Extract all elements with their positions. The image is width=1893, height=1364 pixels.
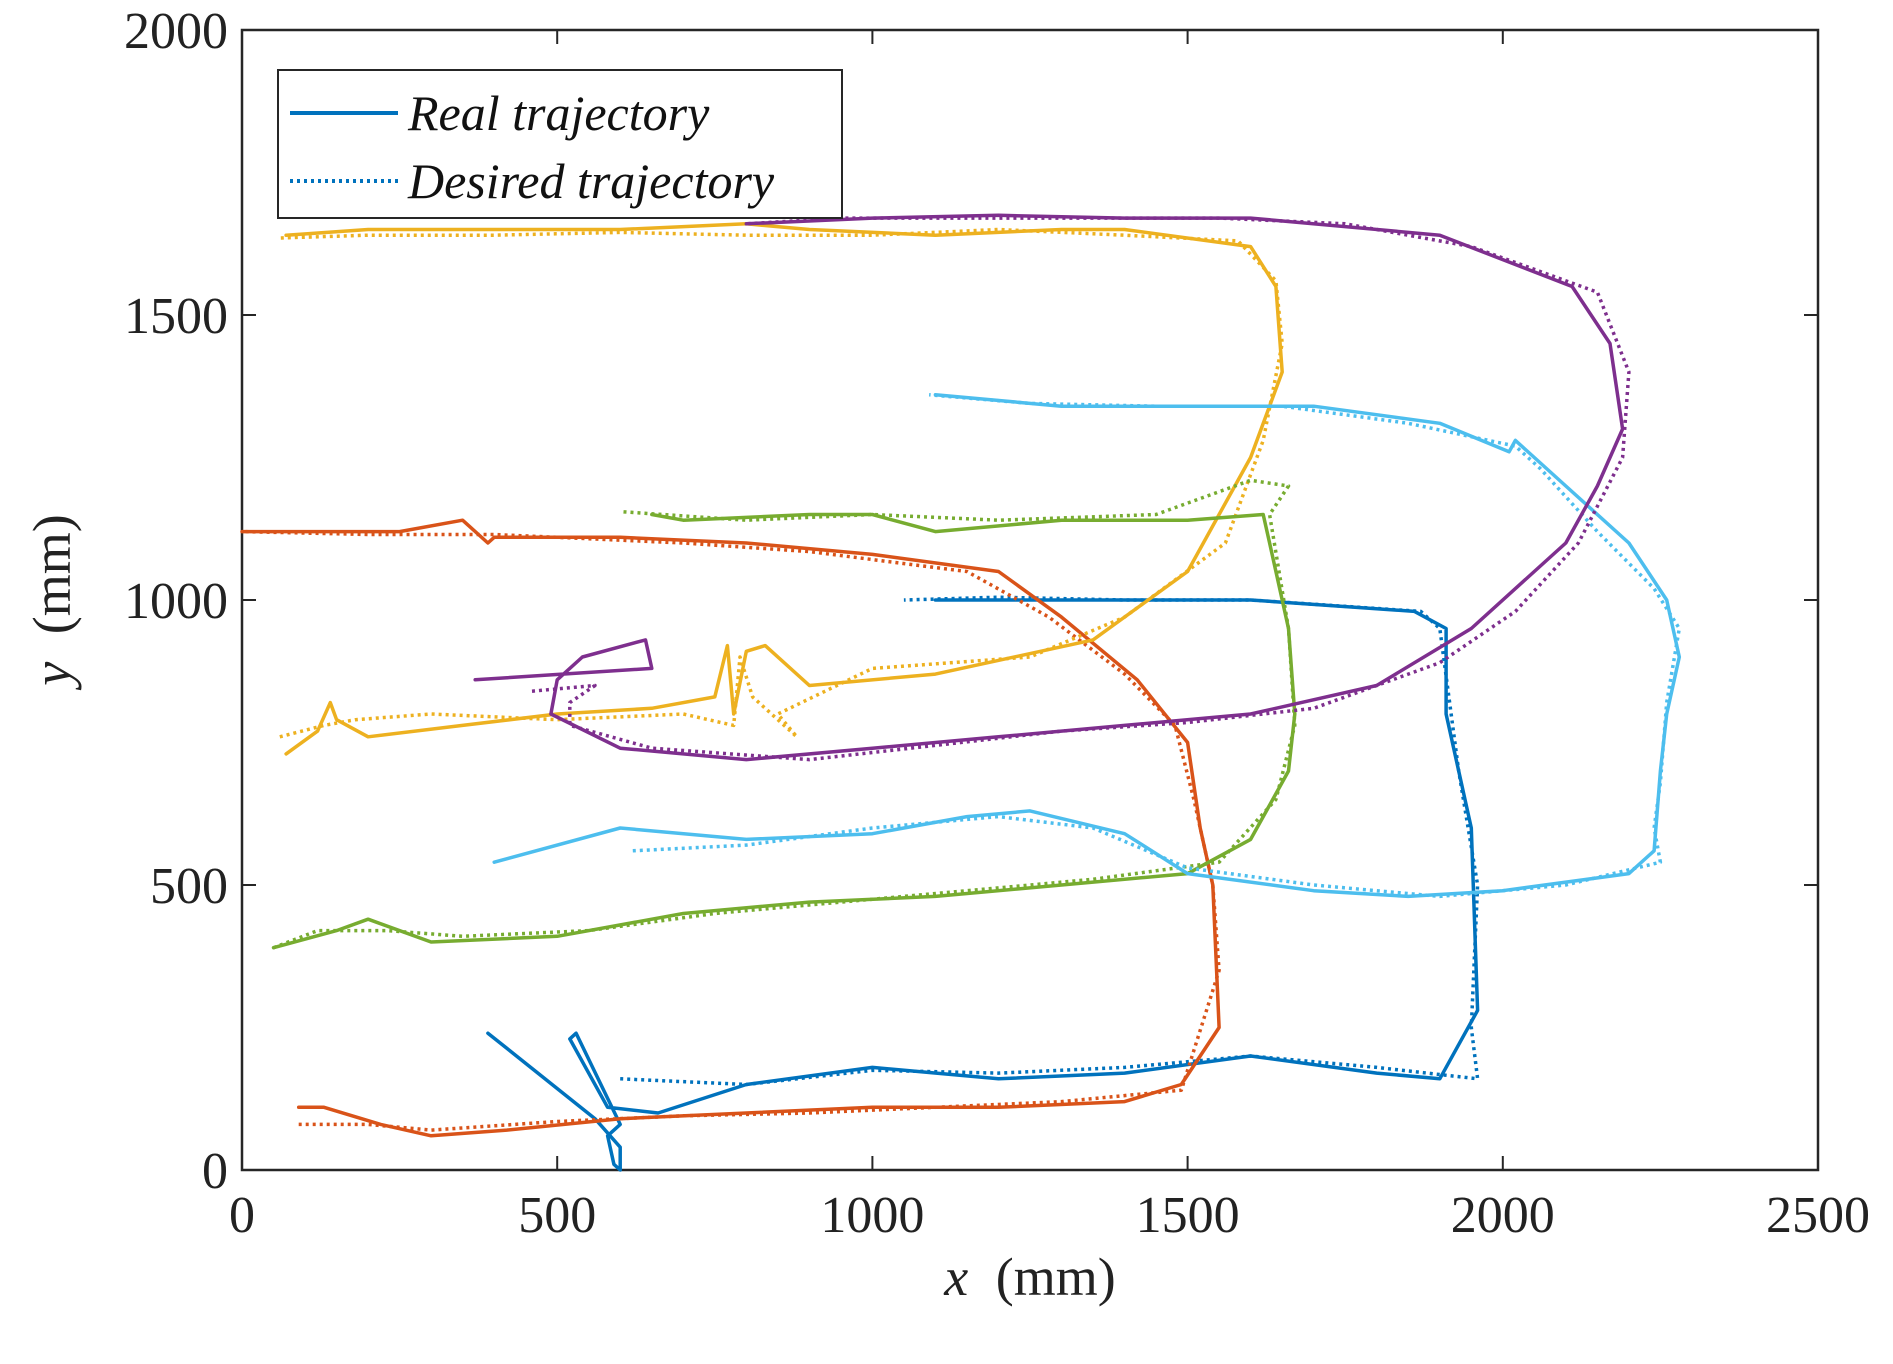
y-axis-label: y (mm) [22, 514, 82, 690]
legend-box [277, 69, 843, 219]
series-layer [240, 213, 1682, 1172]
real-trajectory-yellow [284, 222, 1284, 756]
y-tick-label: 2000 [124, 3, 228, 60]
legend-desired-label: Desired trajectory [407, 153, 775, 209]
real-trajectory-blue [486, 598, 1480, 1172]
y-tick-labels: 0 500 1000 1500 2000 [124, 3, 228, 1200]
real-trajectory-cyan [492, 393, 1682, 899]
real-trajectory-orange [240, 518, 1221, 1138]
x-tick-label: 2500 [1766, 1187, 1870, 1244]
x-tick-label: 1000 [820, 1187, 924, 1244]
desired-trajectory-green [272, 478, 1297, 950]
y-tick-label: 500 [150, 858, 228, 915]
y-axis-unit: (mm) [22, 514, 82, 634]
real-trajectory-green [271, 512, 1297, 950]
x-axis-variable: x [943, 1247, 968, 1307]
x-axis-label: x (mm) [943, 1247, 1115, 1307]
real-trajectory-purple [473, 213, 1625, 762]
y-tick-label: 1500 [124, 288, 228, 345]
x-tick-label: 1500 [1136, 1187, 1240, 1244]
legend: Real trajectory Desired trajectory [277, 69, 843, 219]
x-axis-unit: (mm) [996, 1247, 1116, 1307]
desired-trajectory-blue [620, 595, 1480, 1087]
x-tick-label: 0 [229, 1187, 255, 1244]
x-tick-labels: 0 500 1000 1500 2000 2500 [229, 1187, 1870, 1244]
axis-ticks [241, 29, 1819, 1171]
x-tick-label: 2000 [1451, 1187, 1555, 1244]
legend-real-label: Real trajectory [407, 85, 710, 141]
y-tick-label: 1000 [124, 573, 228, 630]
y-tick-label: 0 [202, 1143, 228, 1200]
x-tick-label: 500 [518, 1187, 596, 1244]
y-axis-variable: y [22, 662, 82, 691]
